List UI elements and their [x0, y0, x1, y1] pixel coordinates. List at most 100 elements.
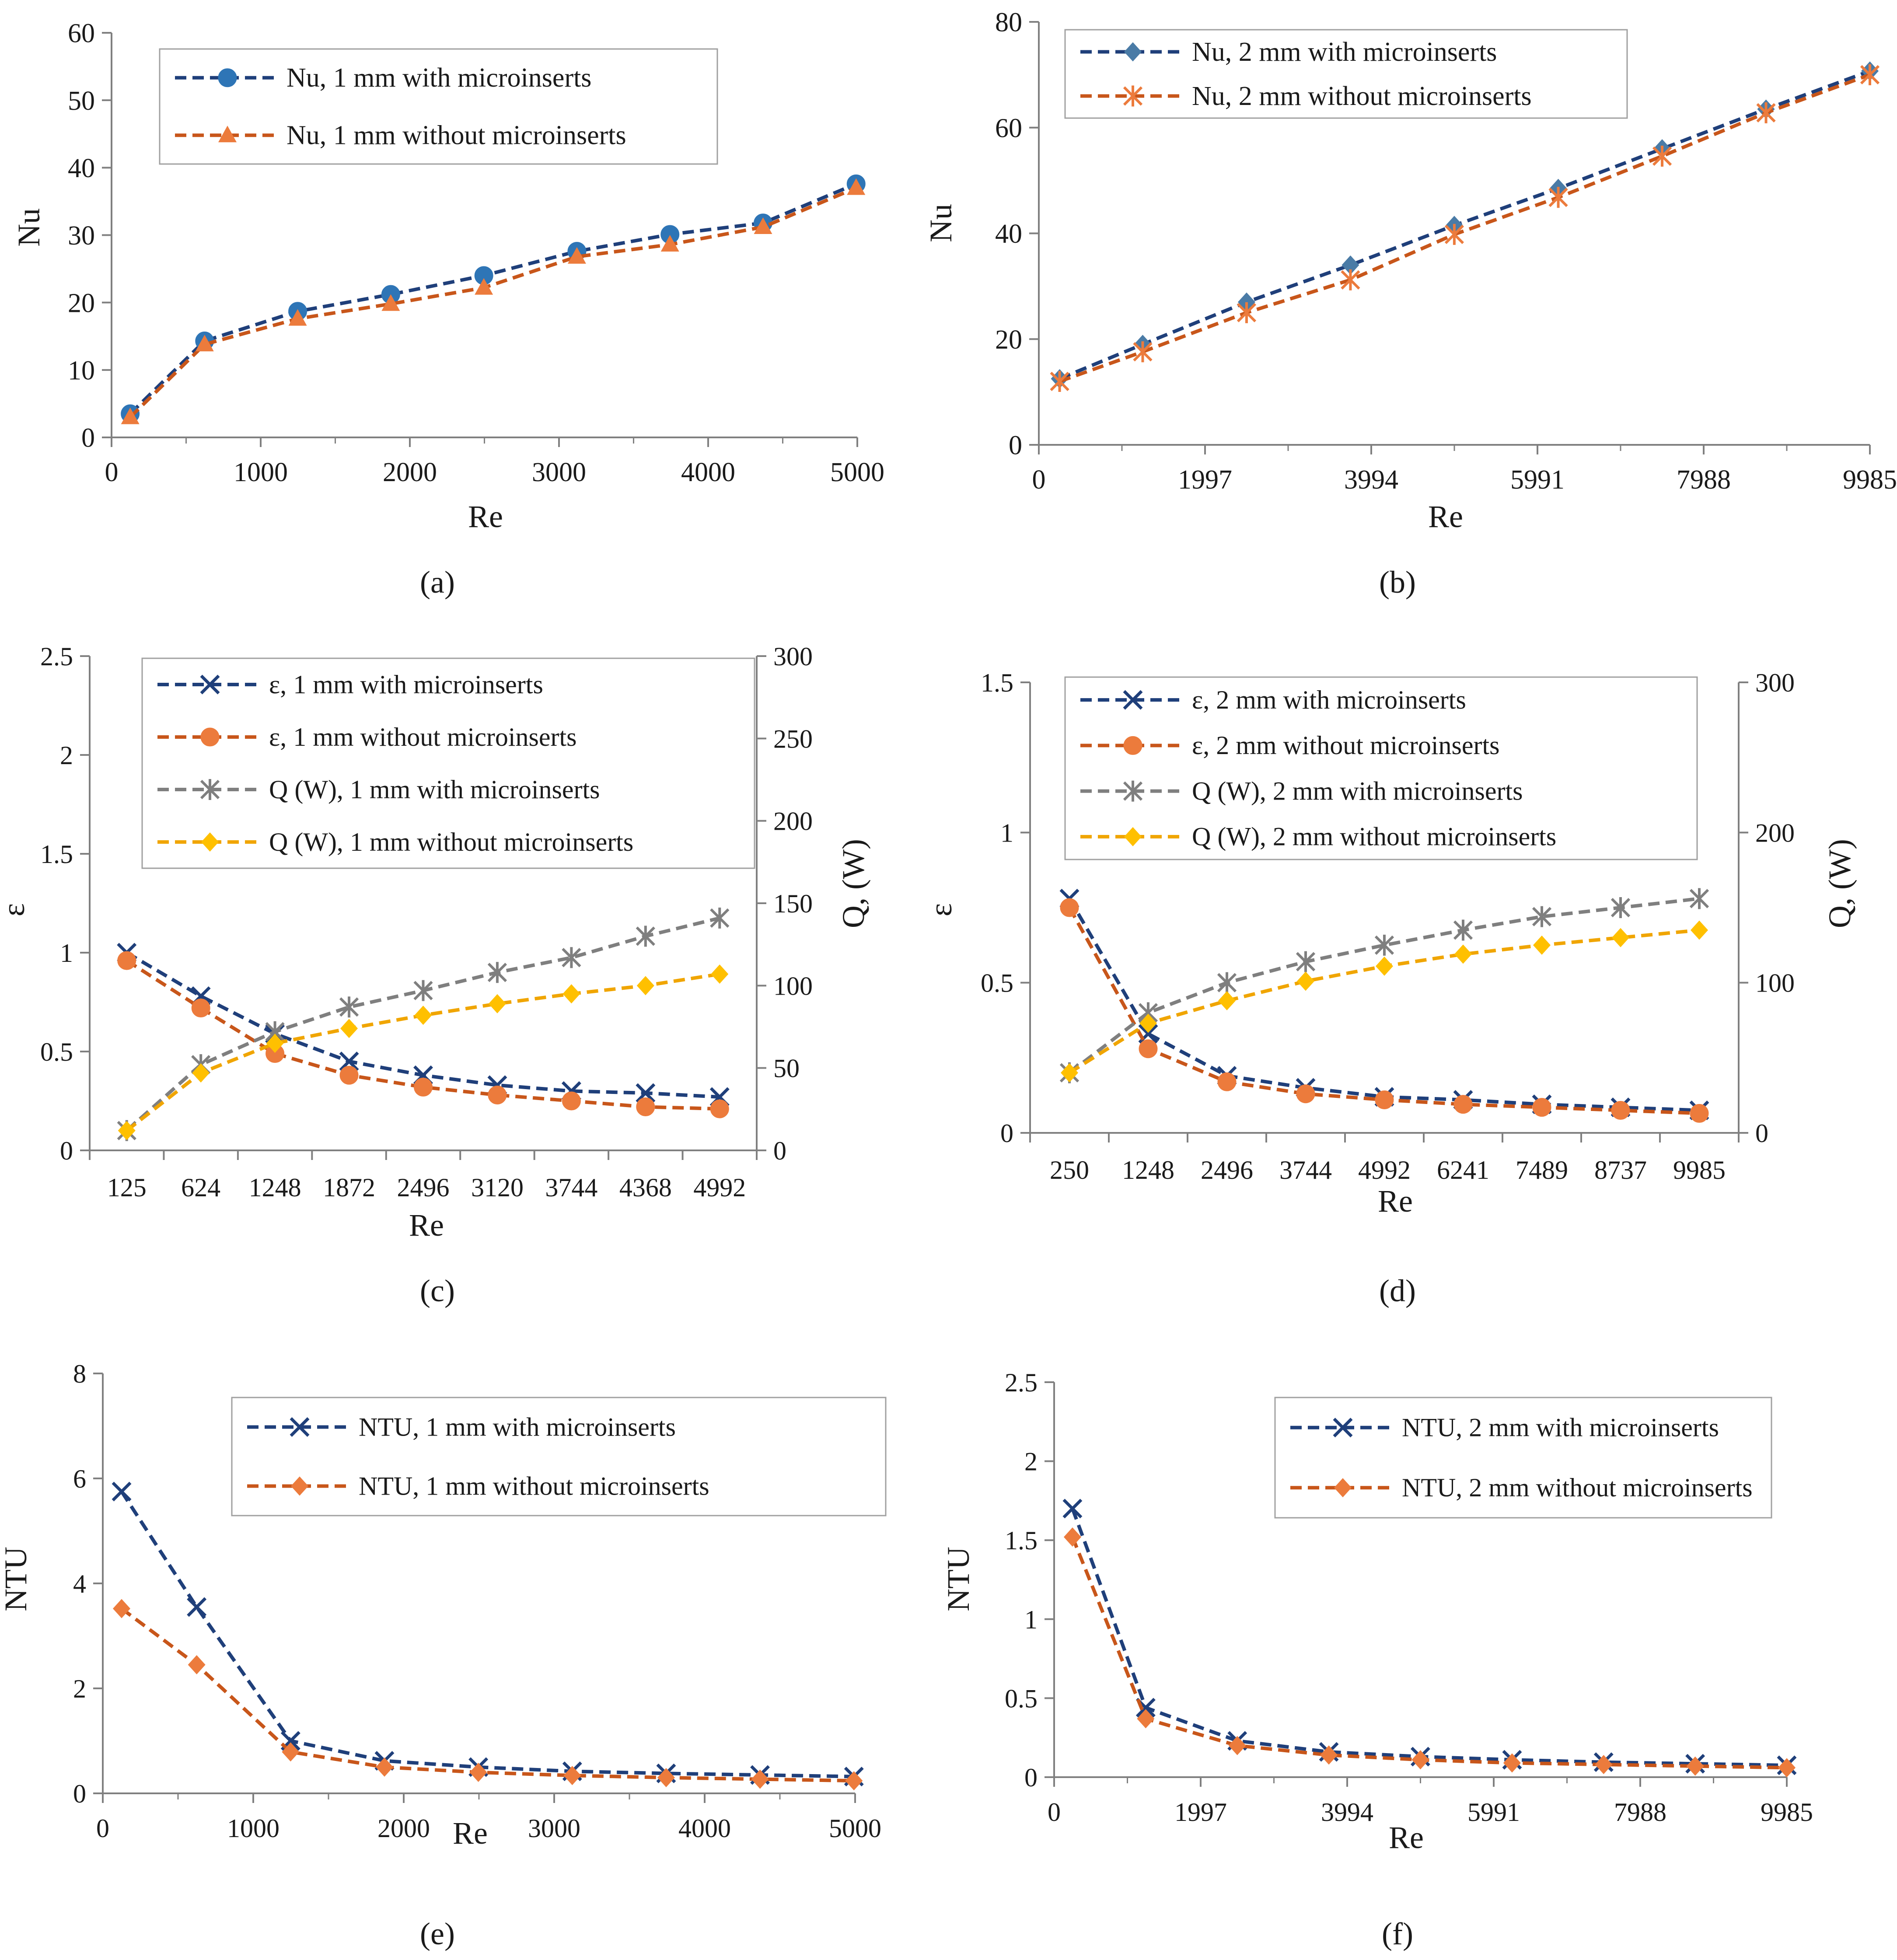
- legend-entry: Nu, 1 mm with microinserts: [286, 63, 591, 93]
- data-point: [1686, 1756, 1704, 1776]
- y-tick-label: 0.5: [40, 1038, 73, 1066]
- data-point: [375, 1757, 393, 1777]
- y-tick-label: 40: [995, 219, 1022, 249]
- legend-swatch-marker: [201, 832, 219, 852]
- y-tick-label: 1.5: [981, 668, 1013, 697]
- y2-tick-label: 100: [773, 971, 813, 1000]
- series-line: [129, 186, 857, 419]
- x-tick-label: 4992: [1358, 1156, 1411, 1184]
- legend-swatch-marker: [1124, 827, 1142, 846]
- y-tick-label: 10: [68, 356, 95, 386]
- series-4: [118, 964, 729, 1140]
- data-point: [751, 1769, 769, 1789]
- legend-swatch-marker: [1123, 736, 1142, 755]
- panel-caption: (f): [1382, 1916, 1413, 1951]
- data-point: [414, 1077, 433, 1097]
- data-point: [1375, 1090, 1394, 1109]
- series-line: [1059, 73, 1871, 383]
- y-axis-title: Nu: [11, 208, 46, 247]
- data-point: [113, 1599, 130, 1618]
- data-point: [340, 1019, 358, 1038]
- data-point: [1612, 928, 1629, 947]
- x-tick-label: 3994: [1321, 1798, 1373, 1827]
- y-tick-label: 6: [73, 1464, 86, 1493]
- x-tick-label: 3994: [1344, 465, 1398, 495]
- data-point: [118, 1121, 136, 1140]
- legend-entry: ε, 1 mm with microinserts: [269, 670, 543, 699]
- data-point: [1139, 1013, 1157, 1033]
- data-point: [1133, 341, 1153, 363]
- y2-tick-label: 300: [773, 642, 813, 671]
- data-point: [488, 1085, 507, 1104]
- data-point: [636, 976, 654, 996]
- data-point: [1453, 919, 1473, 941]
- x-tick-label: 7988: [1614, 1798, 1666, 1827]
- data-point: [282, 1742, 300, 1762]
- series-2: [1060, 898, 1709, 1123]
- y-tick-label: 0: [1024, 1763, 1038, 1792]
- y-tick-label: 2: [60, 741, 73, 770]
- x-tick-label: 3000: [532, 458, 586, 487]
- x-tick-label: 2496: [397, 1173, 450, 1202]
- series-1: [121, 174, 866, 423]
- chart-panel-f: 0 0.5 1 1.5 2 2.5 0 1997 3994 5991 7988 9985 Re NTU NT…: [941, 1368, 1813, 1951]
- legend-box: [1274, 1397, 1772, 1519]
- data-point: [1062, 1499, 1083, 1519]
- legend-entry: NTU, 1 mm with microinserts: [359, 1412, 676, 1441]
- data-point: [1411, 1750, 1429, 1770]
- y-tick-label: 40: [68, 154, 95, 183]
- legend-swatch-marker: [1334, 1478, 1352, 1498]
- y2-tick-label: 0: [1755, 1119, 1768, 1148]
- legend-entry: ε, 2 mm without microinserts: [1192, 731, 1499, 760]
- data-point: [381, 294, 400, 311]
- data-point: [1532, 906, 1552, 927]
- y2-tick-label: 50: [773, 1054, 800, 1083]
- y-tick-label: 80: [995, 8, 1022, 38]
- data-point: [1689, 888, 1709, 909]
- series-line: [1068, 898, 1700, 1112]
- data-point: [1341, 269, 1360, 290]
- x-tick-label: 4000: [681, 458, 735, 487]
- x-tick-label: 9985: [1761, 1798, 1813, 1827]
- y2-tick-label: 0: [773, 1136, 786, 1165]
- x-tick-label: 5000: [830, 458, 884, 487]
- data-point: [121, 407, 140, 424]
- x-tick-label: 7489: [1516, 1156, 1568, 1184]
- data-point: [195, 335, 214, 352]
- x-tick-label: 9985: [1673, 1156, 1726, 1184]
- data-point: [339, 1066, 359, 1085]
- data-point: [636, 1083, 656, 1103]
- data-point: [1691, 920, 1708, 940]
- x-tick-label: 5000: [829, 1814, 881, 1843]
- legend-entry: ε, 1 mm without microinserts: [269, 723, 576, 751]
- x-tick-label: 9985: [1843, 465, 1897, 495]
- data-point: [192, 1063, 210, 1083]
- x-axis-title: Re: [453, 1816, 488, 1851]
- y-tick-label: 2: [1024, 1447, 1038, 1476]
- x-tick-label: 4992: [693, 1173, 746, 1202]
- x-tick-label: 4000: [678, 1814, 731, 1843]
- legend: Nu, 1 mm with microinserts Nu, 1 mm witho…: [159, 48, 718, 165]
- legend-box: [1064, 29, 1628, 119]
- y-tick-label: 0: [73, 1779, 86, 1808]
- legend-swatch-marker: [1123, 690, 1143, 710]
- x-tick-label: 8737: [1594, 1156, 1647, 1184]
- legend-swatch-marker: [200, 674, 220, 695]
- legend-entry: Nu, 2 mm with microinserts: [1192, 37, 1497, 67]
- x-tick-label: 0: [1048, 1798, 1061, 1827]
- legend-swatch-marker: [291, 1476, 308, 1496]
- x-tick-label: 2000: [377, 1814, 430, 1843]
- y-tick-label: 1: [1024, 1605, 1038, 1634]
- legend-swatch-marker: [1333, 1418, 1353, 1438]
- data-point: [1860, 64, 1880, 85]
- x-tick-label: 1000: [234, 458, 288, 487]
- legend: ε, 2 mm with microinserts ε, 2 mm without…: [1064, 676, 1698, 860]
- data-point: [563, 1766, 581, 1785]
- series-line: [120, 1490, 854, 1778]
- data-point: [1060, 898, 1079, 917]
- panel-caption: (e): [420, 1916, 455, 1951]
- legend-box: [231, 1397, 887, 1516]
- x-axis-title: Re: [1428, 499, 1463, 534]
- data-point: [1061, 1063, 1078, 1083]
- legend-swatch-marker: [218, 126, 237, 143]
